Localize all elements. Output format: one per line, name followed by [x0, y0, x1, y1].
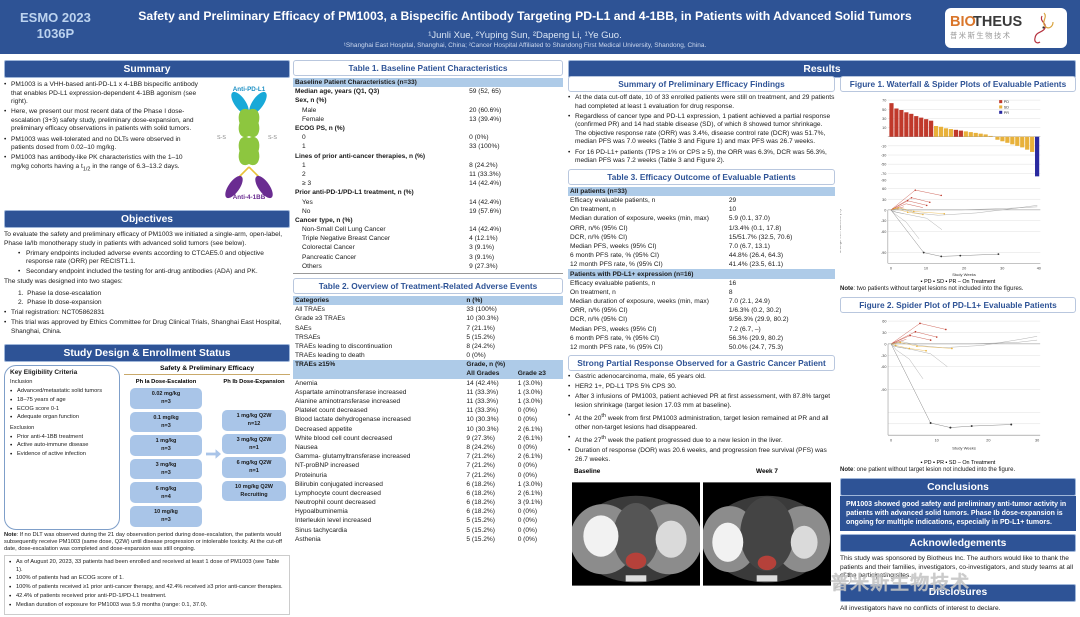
svg-text:Change from baseline (%): Change from baseline (%)	[840, 208, 842, 253]
svg-text:0: 0	[890, 438, 892, 442]
svg-text:-90: -90	[881, 251, 887, 255]
svg-text:-90: -90	[881, 179, 887, 183]
svg-text:S-S: S-S	[268, 135, 277, 141]
svg-text:-70: -70	[881, 172, 887, 176]
svg-text:S-S: S-S	[217, 135, 226, 141]
svg-text:20: 20	[962, 266, 966, 270]
svg-text:70: 70	[882, 99, 886, 103]
svg-text:SD: SD	[1004, 105, 1010, 109]
svg-text:PD: PD	[1004, 100, 1010, 104]
svg-text:-60: -60	[881, 365, 887, 369]
svg-text:Anti-PD-L1: Anti-PD-L1	[233, 86, 266, 93]
svg-text:30: 30	[1000, 266, 1004, 270]
svg-text:10: 10	[882, 126, 886, 130]
svg-text:Study Weeks: Study Weeks	[952, 272, 976, 277]
svg-text:Study Weeks: Study Weeks	[952, 445, 976, 450]
svg-text:0: 0	[884, 208, 886, 212]
svg-text:10: 10	[924, 266, 928, 270]
svg-text:THEUS: THEUS	[973, 14, 1022, 30]
svg-text:60: 60	[882, 319, 886, 323]
svg-text:30: 30	[882, 198, 886, 202]
svg-text:30: 30	[882, 117, 886, 121]
svg-text:PR: PR	[1004, 111, 1010, 115]
svg-text:60: 60	[882, 187, 886, 191]
svg-text:BIO: BIO	[950, 14, 976, 30]
svg-text:-60: -60	[881, 230, 887, 234]
svg-text:40: 40	[1037, 266, 1041, 270]
svg-text:-10: -10	[881, 144, 887, 148]
svg-text:-90: -90	[881, 388, 887, 392]
svg-text:0: 0	[884, 342, 886, 346]
svg-text:30: 30	[882, 331, 886, 335]
svg-text:Anti-4-1BB: Anti-4-1BB	[233, 194, 266, 201]
svg-text:普米斯生物技术: 普米斯生物技术	[950, 31, 1012, 40]
svg-text:-30: -30	[881, 219, 887, 223]
svg-text:-30: -30	[881, 154, 887, 158]
svg-text:-30: -30	[881, 353, 887, 357]
svg-text:50: 50	[882, 108, 886, 112]
svg-text:30: 30	[1035, 438, 1039, 442]
svg-text:20: 20	[986, 438, 990, 442]
svg-text:-50: -50	[881, 163, 887, 167]
svg-text:0: 0	[890, 266, 892, 270]
svg-text:10: 10	[935, 438, 939, 442]
